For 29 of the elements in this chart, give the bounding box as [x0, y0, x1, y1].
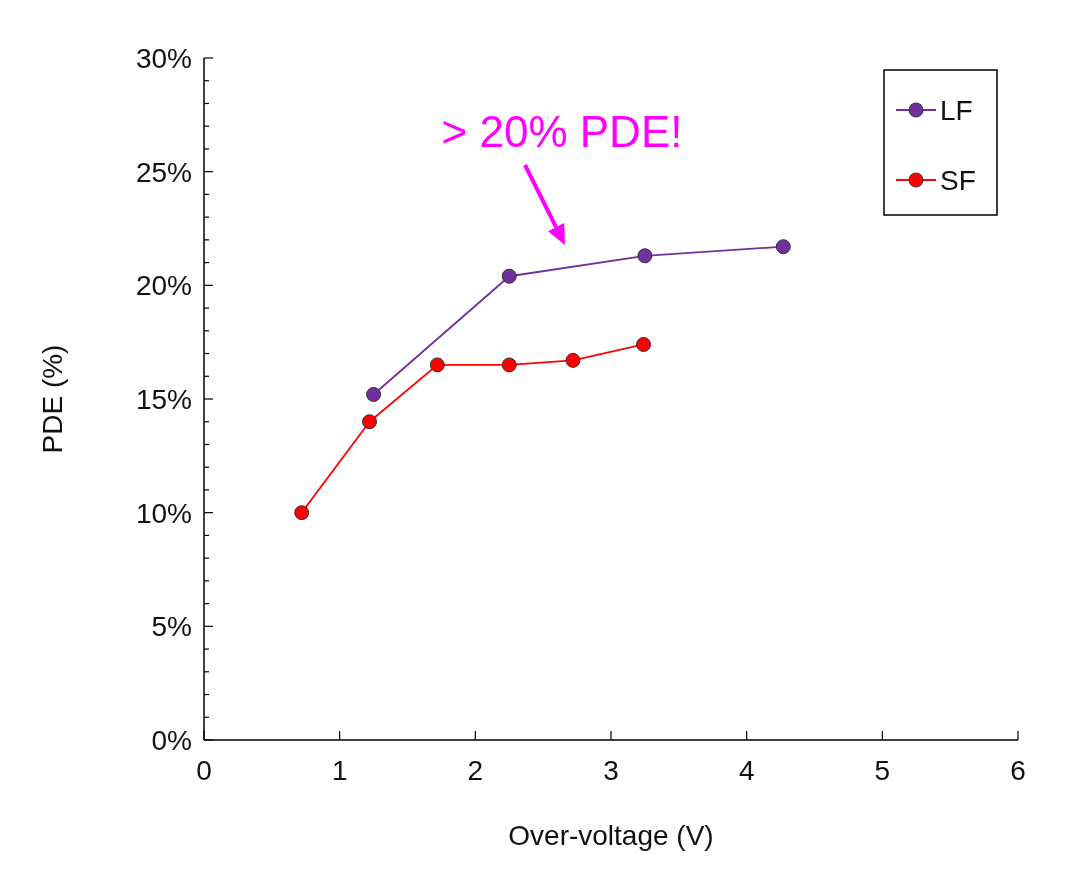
x-tick-label: 3: [603, 755, 619, 786]
x-tick-label: 5: [874, 755, 891, 786]
x-tick-label: 0: [196, 755, 212, 786]
x-tick-label: 6: [1010, 755, 1026, 786]
point: [429, 357, 445, 373]
legend-label: LF: [940, 95, 973, 126]
x-axis-title: Over-voltage (V): [508, 820, 714, 851]
point: [294, 505, 310, 521]
x-tick-label: 4: [738, 755, 755, 786]
y-tick-label: 15%: [135, 384, 192, 415]
annotation: > 20% PDE!: [441, 107, 683, 156]
y-tick-label: 5%: [151, 611, 192, 643]
y-tick-label: 0%: [151, 725, 192, 756]
x-tick-label: 1: [331, 755, 348, 786]
point: [636, 336, 652, 352]
point: [637, 248, 653, 264]
legend-label: SF: [940, 165, 976, 196]
y-tick-label: 20%: [135, 270, 192, 302]
point: [501, 268, 517, 284]
y-axis-title: PDE (%): [37, 344, 68, 454]
point: [501, 357, 517, 373]
point: [366, 386, 382, 402]
point: [775, 239, 791, 255]
y-tick-label: 25%: [135, 156, 192, 188]
point: [565, 352, 581, 368]
point: [362, 414, 378, 430]
x-tick-label: 2: [467, 755, 484, 786]
y-tick-label: 10%: [135, 497, 192, 529]
y-tick-label: 30%: [135, 43, 192, 74]
